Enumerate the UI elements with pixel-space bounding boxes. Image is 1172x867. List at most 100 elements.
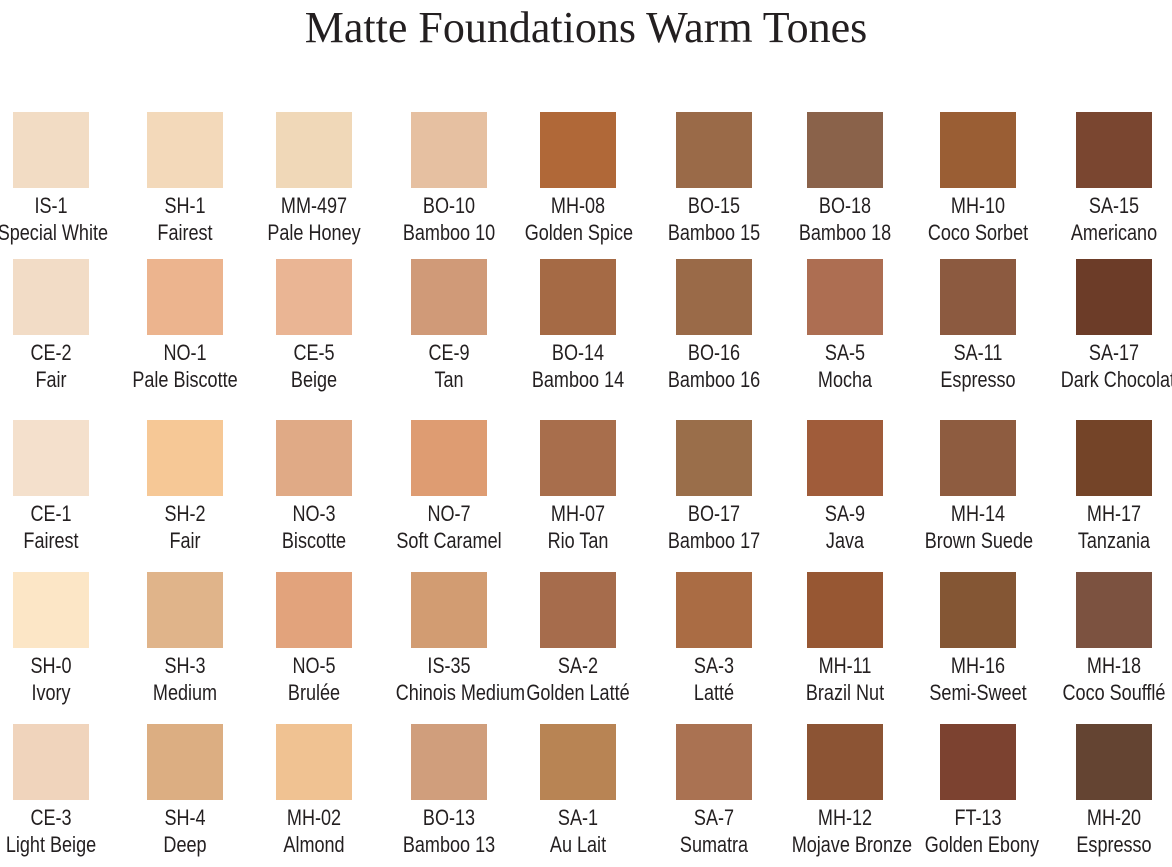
color-swatch <box>940 724 1016 800</box>
swatch-code: SA-1 <box>557 805 599 830</box>
color-swatch <box>411 259 487 335</box>
swatch-label: SH-2 Fair <box>132 500 239 554</box>
swatch-name: Golden Spice <box>524 220 634 245</box>
swatch-label: FT-13 Golden Ebony <box>925 804 1039 858</box>
color-swatch <box>1076 724 1152 800</box>
swatch-label: CE-3 Light Beige <box>0 804 104 858</box>
page-title: Matte Foundations Warm Tones <box>304 3 868 52</box>
color-swatch <box>411 420 487 496</box>
swatch-name: Bamboo 17 <box>667 528 761 553</box>
swatch-label: MH-18 Coco Soufflé <box>1061 652 1168 706</box>
swatch-code: SA-11 <box>953 340 1003 365</box>
swatch-name: Light Beige <box>5 832 97 857</box>
swatch-label: SA-2 Golden Latté <box>525 652 632 706</box>
swatch-label: SA-15 Americano <box>1061 192 1168 246</box>
swatch-name: Deep <box>163 832 207 857</box>
swatch-code: BO-18 <box>818 193 872 218</box>
swatch-label: MH-14 Brown Suede <box>924 500 1034 554</box>
swatch-label: CE-5 Beige <box>261 339 368 393</box>
swatch-code: NO-1 <box>163 340 207 365</box>
swatch-name: Bamboo 14 <box>531 367 625 392</box>
color-swatch <box>1076 112 1152 188</box>
swatch-label: MH-12 Mojave Bronze <box>792 804 912 858</box>
swatch-code: SA-7 <box>693 805 735 830</box>
swatch-code: MH-20 <box>1086 805 1142 830</box>
color-swatch <box>540 420 616 496</box>
swatch-name: Chinois Medium <box>395 680 526 705</box>
swatch-label: CE-2 Fair <box>0 339 104 393</box>
color-swatch <box>807 572 883 648</box>
swatch-label: SH-1 Fairest <box>132 192 239 246</box>
swatch-code: MM-497 <box>280 193 348 218</box>
swatch-label: MH-10 Coco Sorbet <box>925 192 1032 246</box>
swatch-name: Sumatra <box>679 832 749 857</box>
swatch-name: Fair <box>169 528 201 553</box>
color-swatch <box>276 259 352 335</box>
swatch-name: Tanzania <box>1077 528 1151 553</box>
swatch-code: SH-3 <box>164 653 206 678</box>
swatch-code: CE-3 <box>30 805 72 830</box>
color-swatch <box>147 572 223 648</box>
swatch-label: BO-10 Bamboo 10 <box>396 192 503 246</box>
swatch-label: SH-0 Ivory <box>0 652 104 706</box>
color-swatch <box>13 259 89 335</box>
swatch-code: MH-12 <box>817 805 873 830</box>
swatch-code: MH-16 <box>950 653 1006 678</box>
swatch-name: Brown Suede <box>924 528 1034 553</box>
swatch-label: MH-08 Golden Spice <box>524 192 634 246</box>
swatch-name: Soft Caramel <box>396 528 502 553</box>
color-swatch <box>940 572 1016 648</box>
swatch-name: Bamboo 10 <box>402 220 496 245</box>
swatch-label: MH-17 Tanzania <box>1061 500 1168 554</box>
swatch-name: Beige <box>290 367 338 392</box>
color-swatch <box>411 724 487 800</box>
color-swatch <box>807 724 883 800</box>
swatch-name: Coco Soufflé <box>1062 680 1166 705</box>
color-swatch <box>676 259 752 335</box>
swatch-name: Pale Biscotte <box>132 367 238 392</box>
color-swatch <box>147 724 223 800</box>
swatch-label: SH-3 Medium <box>132 652 239 706</box>
swatch-name: Medium <box>152 680 218 705</box>
color-swatch <box>147 420 223 496</box>
swatch-code: MH-08 <box>550 193 606 218</box>
swatch-name: Almond <box>283 832 345 857</box>
swatch-code: MH-14 <box>950 501 1006 526</box>
swatch-code: NO-5 <box>292 653 336 678</box>
swatch-code: CE-9 <box>428 340 470 365</box>
swatch-label: SH-4 Deep <box>132 804 239 858</box>
color-swatch <box>807 112 883 188</box>
swatch-name: Bamboo 18 <box>798 220 892 245</box>
swatch-name: Coco Sorbet <box>927 220 1029 245</box>
swatch-code: BO-14 <box>551 340 605 365</box>
color-swatch <box>940 420 1016 496</box>
color-swatch <box>147 112 223 188</box>
swatch-code: SH-4 <box>164 805 206 830</box>
swatch-name: Latté <box>693 680 735 705</box>
color-swatch <box>411 572 487 648</box>
swatch-name: Ivory <box>31 680 71 705</box>
swatch-label: BO-16 Bamboo 16 <box>661 339 768 393</box>
color-swatch <box>540 112 616 188</box>
color-swatch <box>676 724 752 800</box>
swatch-code: CE-2 <box>30 340 72 365</box>
color-swatch <box>13 112 89 188</box>
color-swatch <box>676 112 752 188</box>
swatch-label: MH-11 Brazil Nut <box>792 652 899 706</box>
swatch-label: BO-15 Bamboo 15 <box>661 192 768 246</box>
swatch-code: SA-17 <box>1088 340 1140 365</box>
swatch-code: MH-07 <box>550 501 606 526</box>
swatch-code: CE-5 <box>293 340 335 365</box>
color-swatch <box>13 420 89 496</box>
swatch-label: SA-5 Mocha <box>792 339 899 393</box>
swatch-name: Mocha <box>817 367 873 392</box>
color-swatch <box>276 420 352 496</box>
swatch-name: Java <box>825 528 865 553</box>
color-swatch <box>276 112 352 188</box>
swatch-code: BO-15 <box>687 193 741 218</box>
swatch-name: Pale Honey <box>267 220 361 245</box>
color-swatch <box>807 420 883 496</box>
swatch-name: Golden Latté <box>526 680 630 705</box>
swatch-label: SA-9 Java <box>792 500 899 554</box>
